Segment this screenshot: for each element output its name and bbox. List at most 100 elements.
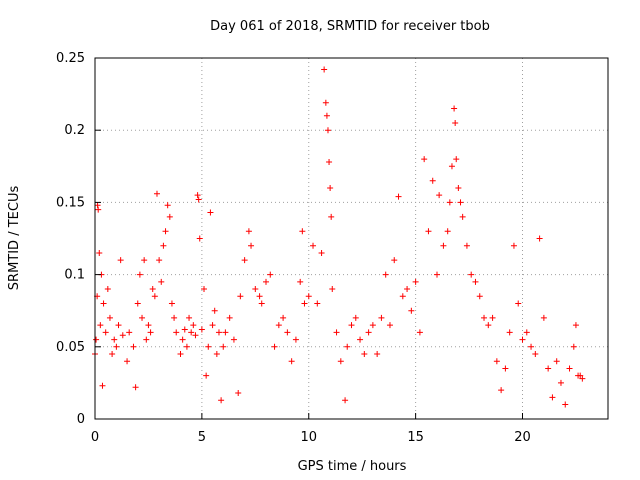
data-point [194, 192, 201, 199]
data-point [119, 332, 126, 339]
y-tick-label: 0.15 [56, 195, 85, 210]
data-point [186, 314, 193, 321]
data-point [515, 300, 522, 307]
data-point [109, 351, 116, 358]
data-point [348, 322, 355, 329]
data-point [248, 242, 255, 249]
data-point [117, 257, 124, 264]
data-point [94, 202, 101, 209]
y-tick-label: 0.2 [64, 123, 85, 138]
data-point [280, 314, 287, 321]
data-point [203, 372, 210, 379]
data-point [357, 336, 364, 343]
data-point [96, 249, 103, 256]
label-layer: 0 5 10 15 20 0 0.05 0.1 0.15 0.2 0.25 [56, 51, 531, 445]
data-point [100, 300, 107, 307]
data-point [318, 249, 325, 256]
data-point [297, 278, 304, 285]
data-point [205, 343, 212, 350]
data-point [502, 365, 509, 372]
data-point [143, 336, 150, 343]
data-point [93, 336, 100, 343]
data-point [352, 314, 359, 321]
data-point [328, 213, 335, 220]
data-point [429, 177, 436, 184]
data-point [323, 112, 330, 119]
data-point [226, 314, 233, 321]
data-point [557, 379, 564, 386]
data-point [326, 158, 333, 165]
data-point [168, 300, 175, 307]
data-point [321, 66, 328, 73]
data-point [322, 99, 329, 106]
data-point [256, 293, 263, 300]
tick-layer [94, 57, 523, 420]
data-point [97, 322, 104, 329]
data-point [162, 228, 169, 235]
y-axis-label: SRMTID / TECUs [7, 186, 22, 291]
data-point [404, 286, 411, 293]
chart-title: Day 061 of 2018, SRMTID for receiver tbo… [210, 19, 490, 34]
data-point [562, 401, 569, 408]
data-point [215, 329, 222, 336]
data-point [382, 271, 389, 278]
data-point [192, 332, 199, 339]
data-point [267, 271, 274, 278]
data-point [190, 322, 197, 329]
data-point [237, 293, 244, 300]
data-point [365, 329, 372, 336]
data-point [201, 286, 208, 293]
data-point [440, 242, 447, 249]
x-tick-label: 0 [91, 430, 99, 445]
data-point [177, 351, 184, 358]
data-point [545, 365, 552, 372]
data-point [275, 322, 282, 329]
data-point [151, 293, 158, 300]
data-point [493, 358, 500, 365]
data-point [369, 322, 376, 329]
data-point [472, 278, 479, 285]
data-point [207, 209, 214, 216]
data-point [115, 322, 122, 329]
data-point [361, 351, 368, 358]
data-point [532, 351, 539, 358]
data-point [463, 242, 470, 249]
data-point [412, 278, 419, 285]
data-point [327, 184, 334, 191]
data-point [130, 343, 137, 350]
data-point [436, 192, 443, 199]
data-point [305, 293, 312, 300]
data-point [158, 278, 165, 285]
data-point [444, 228, 451, 235]
data-point [448, 163, 455, 170]
y-tick-label: 0.1 [64, 268, 85, 283]
data-point [457, 199, 464, 206]
data-point [391, 257, 398, 264]
data-point [374, 351, 381, 358]
data-point [510, 242, 517, 249]
data-point [218, 397, 225, 404]
data-point [416, 329, 423, 336]
data-point [498, 387, 505, 394]
data-point [196, 235, 203, 242]
data-point [241, 257, 248, 264]
data-point [124, 358, 131, 365]
data-point [299, 228, 306, 235]
data-point [111, 336, 118, 343]
data-point [344, 343, 351, 350]
data-point [263, 278, 269, 285]
data-point [252, 286, 259, 293]
data-point [113, 343, 120, 350]
data-point [506, 329, 513, 336]
data-point [99, 382, 106, 389]
data-point [395, 193, 402, 200]
y-tick-label: 0.05 [56, 340, 85, 355]
data-point [292, 336, 299, 343]
data-point [179, 336, 186, 343]
data-point [166, 213, 173, 220]
data-point [173, 329, 180, 336]
data-point [171, 314, 178, 321]
data-point [386, 322, 393, 329]
data-point [333, 329, 340, 336]
